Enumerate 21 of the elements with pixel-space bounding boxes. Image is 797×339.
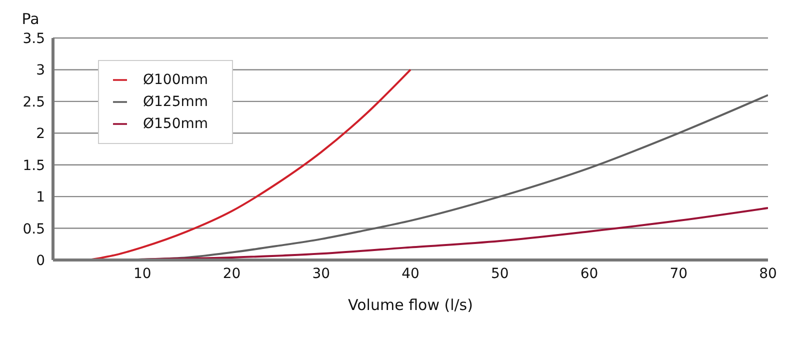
x-tick-label: 10 <box>133 266 152 282</box>
x-tick-label: 70 <box>670 266 688 282</box>
x-tick-label: 80 <box>759 266 777 282</box>
legend-label: Ø125mm <box>143 94 208 110</box>
y-axis-title: Pa <box>22 10 40 28</box>
y-tick-label: 2.5 <box>22 94 45 110</box>
x-tick-label: 20 <box>222 266 241 282</box>
y-tick-label: 0.5 <box>22 221 45 238</box>
y-tick-label: 3 <box>36 62 45 79</box>
x-tick-label: 50 <box>490 266 509 282</box>
x-tick-label: 30 <box>312 266 330 282</box>
legend-label: Ø100mm <box>143 72 208 88</box>
x-axis-title: Volume flow (l/s) <box>348 296 473 314</box>
y-tick-label: 1 <box>36 190 45 206</box>
y-tick-label: 3.5 <box>22 30 45 47</box>
x-tick-label: 40 <box>402 266 420 282</box>
y-tick-label: 2 <box>36 126 45 142</box>
x-tick-label: 60 <box>580 266 598 282</box>
y-tick-label: 1.5 <box>22 158 45 174</box>
y-tick-label: 0 <box>36 252 45 269</box>
legend-label: Ø150mm <box>143 116 208 132</box>
